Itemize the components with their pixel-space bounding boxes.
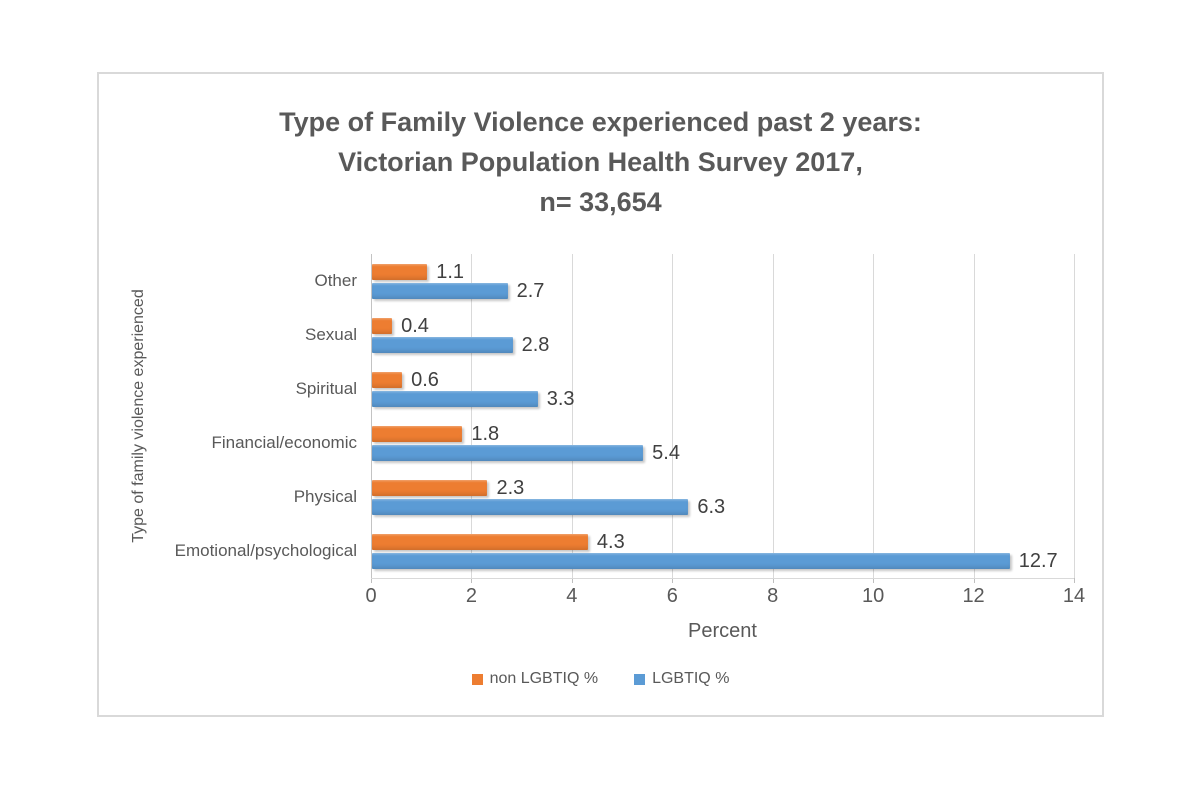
category-label: Spiritual	[295, 379, 357, 398]
bar	[372, 425, 463, 442]
category-label: Sexual	[305, 325, 357, 344]
bar	[372, 371, 403, 388]
legend-swatch	[471, 673, 483, 685]
x-tick-mark	[371, 578, 372, 583]
category-label: Financial/economic	[211, 433, 357, 452]
chart-container: Type of Family Violence experienced past…	[97, 72, 1104, 717]
value-label: 5.4	[652, 441, 680, 464]
bar	[372, 479, 488, 496]
value-label: 2.7	[516, 279, 545, 302]
chart-title-line-3: n= 33,654	[539, 187, 662, 217]
chart-title-line-1: Type of Family Violence experienced past…	[279, 107, 922, 137]
x-tick-label: 10	[862, 585, 885, 607]
bar	[372, 552, 1010, 569]
value-label: 4.3	[596, 530, 625, 553]
value-label: 12.7	[1018, 549, 1058, 572]
category-label: Other	[314, 271, 357, 290]
category-label: Physical	[293, 487, 357, 506]
value-label: 3.3	[546, 387, 575, 410]
value-label: 1.1	[436, 260, 465, 283]
bar	[372, 533, 588, 550]
chart-title: Type of Family Violence experienced past…	[99, 102, 1102, 222]
x-axis-title: Percent	[688, 620, 757, 642]
bar	[372, 263, 428, 280]
x-tick-label: 4	[566, 585, 578, 607]
legend-label: LGBTIQ %	[652, 670, 730, 687]
gridline	[973, 254, 975, 578]
gridline	[1074, 254, 1075, 578]
value-label: 0.6	[411, 368, 439, 391]
gridline	[873, 254, 875, 578]
x-tick-label: 14	[1062, 585, 1086, 607]
x-tick-mark	[772, 578, 774, 583]
legend-item: LGBTIQ %	[634, 670, 729, 688]
legend-item: non LGBTIQ %	[471, 670, 599, 688]
x-tick-label: 8	[767, 585, 779, 607]
legend-swatch	[634, 673, 646, 685]
value-label: 0.4	[401, 314, 429, 337]
gridline	[571, 254, 573, 578]
value-label: 6.3	[697, 495, 726, 518]
x-tick-mark	[1074, 578, 1075, 583]
value-label: 2.3	[496, 476, 525, 499]
x-tick-label: 6	[666, 585, 678, 607]
gridline	[772, 254, 774, 578]
category-label: Emotional/psychological	[174, 541, 357, 560]
gridline	[471, 254, 473, 578]
x-tick-label: 0	[365, 585, 377, 607]
x-tick-mark	[873, 578, 875, 583]
gridline	[371, 254, 372, 578]
chart-title-line-2: Victorian Population Health Survey 2017,	[338, 147, 863, 177]
gridline	[672, 254, 674, 578]
x-tick-mark	[973, 578, 975, 583]
bar	[372, 498, 689, 515]
x-tick-label: 12	[962, 585, 985, 607]
value-label: 1.8	[471, 422, 500, 445]
bar	[372, 336, 513, 353]
x-tick-label: 2	[465, 585, 477, 607]
x-tick-mark	[672, 578, 674, 583]
legend-label: non LGBTIQ %	[489, 670, 599, 687]
bar	[372, 390, 538, 407]
plot-area: 0 2 4 6 8 10 12 14 Other 1.1 2.7 Sexual 0.4 2.8 Spirit…	[99, 74, 1102, 715]
x-tick-mark	[471, 578, 473, 583]
bar	[372, 444, 644, 461]
x-axis-line	[371, 578, 1074, 579]
x-tick-mark	[571, 578, 573, 583]
bar	[372, 317, 393, 334]
legend: non LGBTIQ % LGBTIQ %	[99, 670, 1102, 688]
value-label: 2.8	[521, 333, 550, 356]
bar	[372, 282, 508, 299]
